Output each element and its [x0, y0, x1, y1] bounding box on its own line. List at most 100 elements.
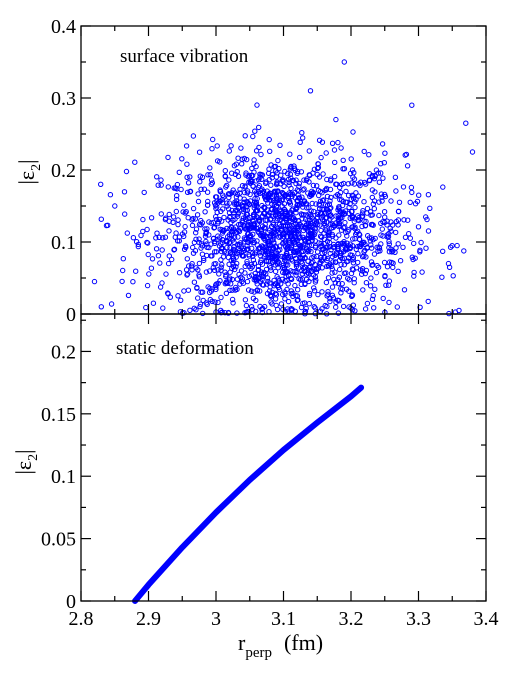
scatter-point [298, 304, 305, 311]
scatter-point [342, 208, 349, 214]
scatter-point [392, 249, 398, 256]
scatter-point [211, 200, 218, 206]
scatter-point [314, 214, 321, 221]
scatter-point [257, 279, 264, 285]
scatter-point [315, 291, 321, 298]
scatter-point [226, 148, 233, 154]
scatter-point [369, 296, 376, 302]
scatter-point [335, 277, 341, 283]
scatter-point [263, 179, 269, 185]
scatter-point [376, 199, 382, 205]
scatter-point [242, 270, 248, 276]
scatter-point [329, 140, 336, 147]
scatter-point [275, 259, 281, 265]
scatter-point [355, 259, 361, 266]
scatter-point [286, 182, 292, 188]
scatter-point [309, 200, 315, 207]
scatter-point [394, 304, 400, 310]
scatter-point [303, 200, 309, 207]
scatter-point [254, 195, 260, 202]
scatter-point [225, 310, 232, 316]
scatter-point [103, 222, 110, 229]
scatter-point [350, 129, 356, 135]
scatter-point [165, 290, 171, 296]
scatter-point [298, 243, 304, 249]
scatter-point [395, 208, 402, 215]
scatter-point [304, 246, 310, 252]
scatter-point [406, 231, 412, 237]
scatter-point [208, 177, 215, 183]
scatter-point [277, 142, 283, 149]
scatter-point [321, 206, 327, 213]
scatter-point [252, 128, 258, 134]
scatter-point [332, 159, 338, 166]
scatter-point [305, 217, 311, 224]
scatter-point [254, 102, 260, 108]
scatter-point [386, 299, 392, 306]
scatter-point [325, 263, 332, 269]
scatter-point [301, 300, 308, 306]
scatter-point [274, 282, 281, 289]
scatter-point [226, 177, 232, 183]
scatter-point [337, 266, 343, 273]
scatter-point [229, 296, 236, 303]
scatter-point [193, 230, 199, 236]
scatter-point [322, 247, 328, 253]
scatter-point [224, 250, 230, 256]
scatter-point [382, 214, 388, 220]
scatter-point [287, 198, 293, 205]
scatter-point [355, 213, 361, 219]
scatter-point [341, 262, 347, 268]
scatter-point [241, 225, 248, 231]
scatter-point [176, 238, 183, 244]
bottom-axis-ticks: 0 0.05 0.1 0.15 0.2 2.8 2.9 3 3.1 3.2 3.3 3.4 [41, 314, 499, 630]
scatter-point [181, 229, 188, 235]
scatter-point [353, 190, 359, 196]
scatter-point [311, 304, 317, 310]
scatter-point [340, 157, 346, 164]
scatter-point [228, 257, 235, 263]
scatter-point [185, 180, 192, 186]
scatter-point [196, 149, 203, 155]
scatter-point [336, 232, 342, 238]
scatter-point [193, 226, 200, 232]
scatter-point [347, 170, 354, 177]
scatter-point [207, 172, 214, 178]
scatter-point [383, 282, 389, 288]
scatter-point [349, 307, 356, 313]
scatter-point [228, 224, 235, 230]
scatter-point [217, 159, 223, 165]
scatter-point [166, 228, 172, 234]
scatter-point [212, 299, 218, 305]
scatter-point [280, 265, 286, 271]
scatter-point [280, 223, 286, 229]
scatter-point [371, 251, 378, 257]
scatter-point [293, 180, 299, 187]
scatter-point [386, 238, 392, 245]
scatter-point [335, 241, 341, 248]
scatter-point [273, 174, 280, 180]
scatter-point [206, 219, 212, 225]
scatter-point [220, 206, 226, 212]
scatter-point [284, 286, 290, 293]
scatter-point [211, 225, 217, 231]
scatter-point [379, 141, 386, 147]
scatter-point [248, 265, 254, 272]
scatter-point [353, 246, 359, 253]
scatter-point [199, 289, 206, 295]
scatter-point [258, 151, 264, 158]
scatter-point [240, 215, 247, 221]
scatter-point [280, 262, 287, 269]
scatter-point [393, 188, 399, 194]
scatter-point [194, 285, 200, 291]
x-tick-label: 3.2 [339, 608, 364, 630]
scatter-point [219, 236, 226, 243]
scatter-point [212, 249, 218, 255]
scatter-point [440, 184, 446, 190]
scatter-point [213, 284, 219, 290]
scatter-point [198, 186, 204, 193]
scatter-point [312, 279, 319, 285]
scatter-point [198, 245, 204, 251]
scatter-point [363, 181, 369, 187]
